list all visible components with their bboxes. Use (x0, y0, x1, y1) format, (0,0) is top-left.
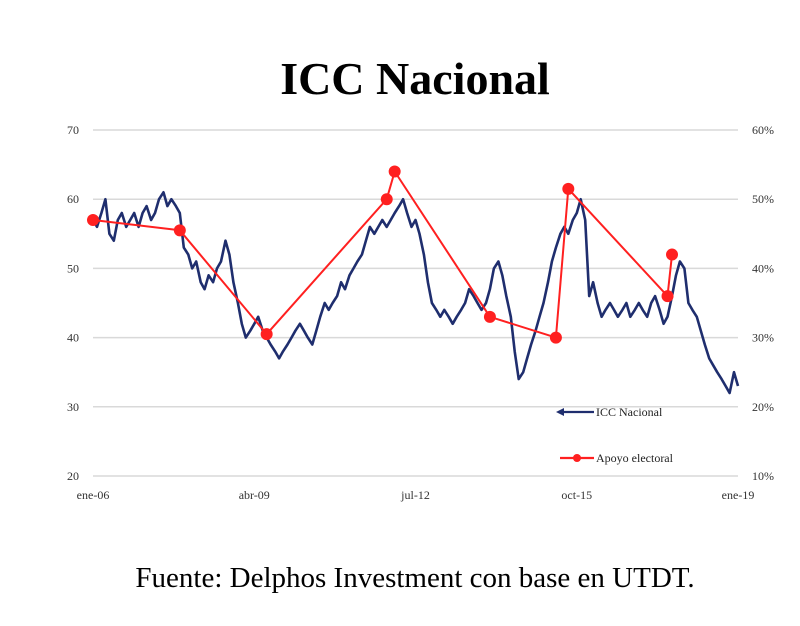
apoyo-electoral-point (380, 193, 393, 206)
x-tick-label: oct-15 (561, 488, 592, 502)
apoyo-electoral-point (173, 224, 186, 237)
x-axis-ticks: ene-06 abr-09 jul-12 oct-15 ene-19 (77, 488, 755, 502)
right-tick-label: 20% (752, 400, 774, 414)
x-tick-label: abr-09 (239, 488, 270, 502)
apoyo-electoral-point (260, 328, 273, 341)
icc-nacional-line (91, 191, 740, 395)
legend-swatch-arrow (556, 408, 564, 416)
right-tick-label: 40% (752, 261, 774, 275)
left-tick-label: 70 (67, 123, 79, 137)
apoyo-electoral-line (92, 170, 673, 339)
series-layer (87, 165, 740, 395)
left-tick-label: 60 (67, 192, 79, 206)
left-tick-label: 20 (67, 469, 79, 483)
apoyo-electoral-point (483, 310, 496, 323)
right-axis-ticks: 10% 20% 30% 40% 50% 60% (752, 123, 774, 483)
left-tick-label: 30 (67, 400, 79, 414)
apoyo-electoral-point (666, 248, 679, 261)
left-tick-label: 40 (67, 331, 79, 345)
left-axis-ticks: 20 30 40 50 60 70 (67, 123, 79, 483)
apoyo-electoral-point (562, 182, 575, 195)
gridlines (93, 129, 738, 477)
right-tick-label: 50% (752, 192, 774, 206)
legend-label: Apoyo electoral (596, 451, 674, 465)
apoyo-electoral-point (661, 290, 674, 303)
x-tick-label: ene-19 (722, 488, 755, 502)
x-tick-label: ene-06 (77, 488, 110, 502)
x-tick-label: jul-12 (400, 488, 430, 502)
apoyo-electoral-point (87, 213, 99, 226)
apoyo-electoral-point (549, 331, 562, 344)
chart-title: ICC Nacional (280, 53, 550, 104)
apoyo-electoral-point (388, 165, 401, 178)
legend-swatch-marker (573, 454, 581, 462)
source-note: Fuente: Delphos Investment con base en U… (135, 562, 695, 594)
right-tick-label: 60% (752, 123, 774, 137)
left-tick-label: 50 (67, 261, 79, 275)
right-tick-label: 30% (752, 331, 774, 345)
right-tick-label: 10% (752, 469, 774, 483)
legend-label: ICC Nacional (596, 405, 663, 419)
legend: ICC Nacional Apoyo electoral (556, 405, 674, 465)
